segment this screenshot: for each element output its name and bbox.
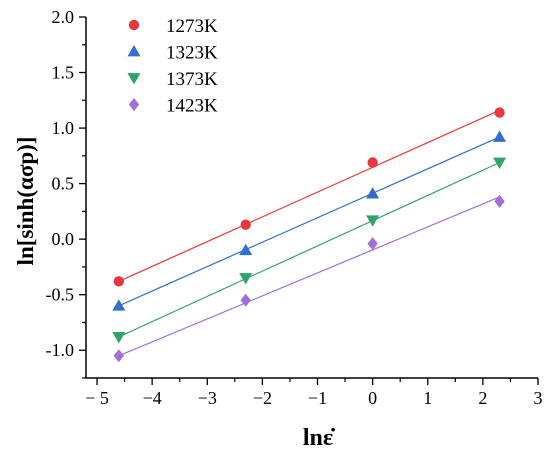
data-point-1423K — [113, 349, 124, 363]
y-tick-label: 1.0 — [52, 118, 75, 138]
legend-label-1423K: 1423K — [166, 96, 218, 117]
x-tick-label: 3 — [534, 388, 543, 408]
axes: − 5 −4 −3 −2 −1 0 1 2 3 -1.0 -0.5 0.0 0.5 1.0 1.5 2.0 — [46, 7, 543, 408]
legend-label-1373K: 1373K — [166, 69, 218, 90]
fit-line-1373K — [118, 161, 500, 338]
x-tick-label: 1 — [423, 388, 432, 408]
y-tick-label: 0.0 — [52, 229, 75, 249]
data-point-1323K — [493, 130, 507, 142]
data-point-1273K — [367, 157, 378, 168]
data-point-1323K — [239, 243, 253, 256]
fit-line-1323K — [118, 136, 500, 307]
x-tick-label: −4 — [143, 388, 162, 408]
x-tick-label: − 5 — [85, 388, 109, 408]
x-tick-label: −2 — [253, 388, 272, 408]
data-point-1323K — [112, 299, 126, 311]
data-point-1373K — [112, 332, 126, 344]
data-point-1423K — [240, 293, 251, 307]
y-tick-label: -1.0 — [46, 340, 75, 360]
legend-marker-1373K — [127, 73, 141, 85]
data-point-1273K — [240, 219, 251, 230]
legend-label-1323K: 1323K — [166, 43, 218, 64]
data-point-1273K — [494, 107, 505, 118]
y-tick-label: 1.5 — [52, 63, 75, 83]
legend-marker-1423K — [128, 98, 140, 111]
x-tick-label: 0 — [368, 388, 377, 408]
x-axis-title: lnε̇ — [303, 425, 335, 451]
data-point-1423K — [367, 237, 378, 251]
x-tick-label: −3 — [198, 388, 217, 408]
y-tick-label: 0.5 — [52, 174, 75, 194]
plot-area — [112, 107, 507, 363]
y-tick-label: -0.5 — [46, 285, 75, 305]
data-point-1323K — [366, 187, 380, 199]
data-point-1373K — [366, 215, 380, 227]
y-tick-label: 2.0 — [52, 7, 75, 27]
x-tick-label: −1 — [308, 388, 327, 408]
data-point-1373K — [493, 157, 507, 170]
x-tick-label: 2 — [478, 388, 487, 408]
legend-marker-1273K — [128, 19, 140, 31]
y-axis-title: ln[sinh(ασp)] — [13, 137, 38, 266]
fit-line-1423K — [118, 196, 500, 357]
data-point-1423K — [494, 194, 505, 208]
fit-line-1273K — [118, 109, 500, 282]
legend: 1273K 1323K 1373K 1423K — [127, 16, 218, 117]
legend-label-1273K: 1273K — [166, 16, 218, 37]
data-point-1273K — [113, 276, 124, 287]
data-point-1373K — [239, 273, 253, 285]
legend-marker-1323K — [127, 45, 141, 57]
